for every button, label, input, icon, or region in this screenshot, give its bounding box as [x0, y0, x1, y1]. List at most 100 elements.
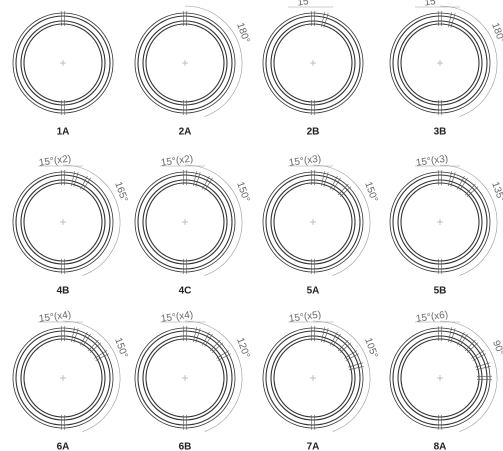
notch — [71, 327, 75, 343]
notch — [310, 326, 313, 342]
notch — [476, 375, 492, 378]
ring-drawing: 180° 2A — [134, 5, 252, 138]
ring-circle — [265, 330, 361, 426]
ring-circle — [134, 12, 236, 114]
ring-circle — [145, 182, 225, 262]
notch — [475, 366, 491, 370]
notch — [323, 172, 329, 187]
dimension-arc — [62, 320, 121, 432]
notch — [60, 170, 63, 186]
notch — [63, 258, 66, 274]
notch — [216, 350, 230, 359]
notch — [60, 258, 63, 274]
notch — [204, 177, 213, 191]
notch — [60, 99, 63, 115]
ring-circle — [134, 327, 236, 429]
notch — [82, 177, 91, 191]
notch — [466, 186, 479, 197]
ring-circle — [12, 171, 114, 273]
notch — [440, 11, 443, 27]
dimension-arc — [184, 5, 243, 117]
step-annotation: 15°(x2) — [38, 153, 72, 168]
dimension-arc — [184, 164, 243, 276]
ring-circle — [23, 23, 103, 103]
notch — [440, 170, 443, 186]
ring-circle — [397, 335, 483, 421]
notch — [60, 326, 63, 342]
notch — [95, 353, 110, 361]
notch — [440, 258, 443, 274]
notch — [63, 414, 66, 430]
step-annotation: 15° — [424, 0, 441, 9]
notch — [466, 342, 479, 353]
notch — [185, 11, 188, 27]
ring-circle — [400, 182, 480, 262]
notch — [313, 99, 316, 115]
notch — [80, 175, 88, 190]
notch — [195, 328, 201, 343]
ring-drawing: 90°15°(x6)8A — [389, 309, 503, 451]
notch — [204, 333, 213, 347]
notch — [80, 331, 88, 346]
angle-annotation: 180° — [234, 21, 251, 44]
ring-circle — [392, 174, 488, 270]
ring-circle — [142, 335, 228, 421]
ring-drawing: 180° 15° 3B — [389, 0, 503, 138]
notch — [450, 13, 456, 28]
ring-circle — [389, 12, 491, 114]
notch — [457, 331, 465, 346]
ring-circle — [400, 23, 480, 103]
notch — [193, 171, 197, 187]
notch — [338, 183, 349, 196]
drawing-label: 5A — [307, 286, 320, 297]
ring-circle — [134, 171, 236, 273]
step-annotation: 15°(x2) — [160, 153, 194, 168]
drawing-label: 7A — [307, 442, 320, 451]
angle-annotation: 105° — [362, 336, 379, 359]
ring-circle — [270, 20, 356, 106]
angle-annotation: 165° — [112, 180, 129, 203]
notch — [345, 353, 360, 361]
ring-circle — [23, 182, 103, 262]
ring-drawing: 150° 15°(x2) 4C — [134, 153, 252, 297]
notch — [89, 342, 102, 353]
notch — [332, 333, 341, 347]
notch — [73, 328, 79, 343]
notch — [459, 177, 468, 191]
ring-circle — [389, 171, 491, 273]
notch — [437, 99, 440, 115]
drawing-label: 8A — [434, 442, 447, 451]
notch — [60, 414, 63, 430]
ring-circle — [137, 330, 233, 426]
drawing-label: 2A — [179, 127, 192, 138]
notch — [437, 11, 440, 27]
ring-circle — [20, 179, 106, 265]
notch — [448, 12, 452, 28]
notch — [185, 99, 188, 115]
notch — [440, 326, 443, 342]
ring-circle — [20, 20, 106, 106]
ring-circle — [270, 335, 356, 421]
notch — [182, 326, 185, 342]
ring-circle — [273, 338, 353, 418]
dimension-arc — [312, 164, 371, 276]
drawing-label: 4C — [179, 286, 192, 297]
notch — [332, 177, 341, 191]
notch — [321, 12, 325, 28]
ring-drawing: 135° 15°(x3) 5B — [389, 153, 503, 297]
step-annotation: 15°(x6) — [415, 309, 449, 324]
ring-drawing: 105° 15°(x5) 7A — [262, 309, 380, 451]
notch — [60, 11, 63, 27]
ring-circle — [273, 182, 353, 262]
notch — [182, 99, 185, 115]
notch — [437, 326, 440, 342]
drawing-label: 4B — [57, 286, 70, 297]
ring-circle — [15, 174, 111, 270]
ring-drawing: 165° 15°(x2) 4B — [12, 153, 130, 297]
notch — [63, 170, 66, 186]
notch — [313, 414, 316, 430]
drawing-label: 3B — [434, 127, 447, 138]
notch — [348, 362, 363, 368]
notch — [321, 327, 325, 343]
notch — [82, 333, 91, 347]
